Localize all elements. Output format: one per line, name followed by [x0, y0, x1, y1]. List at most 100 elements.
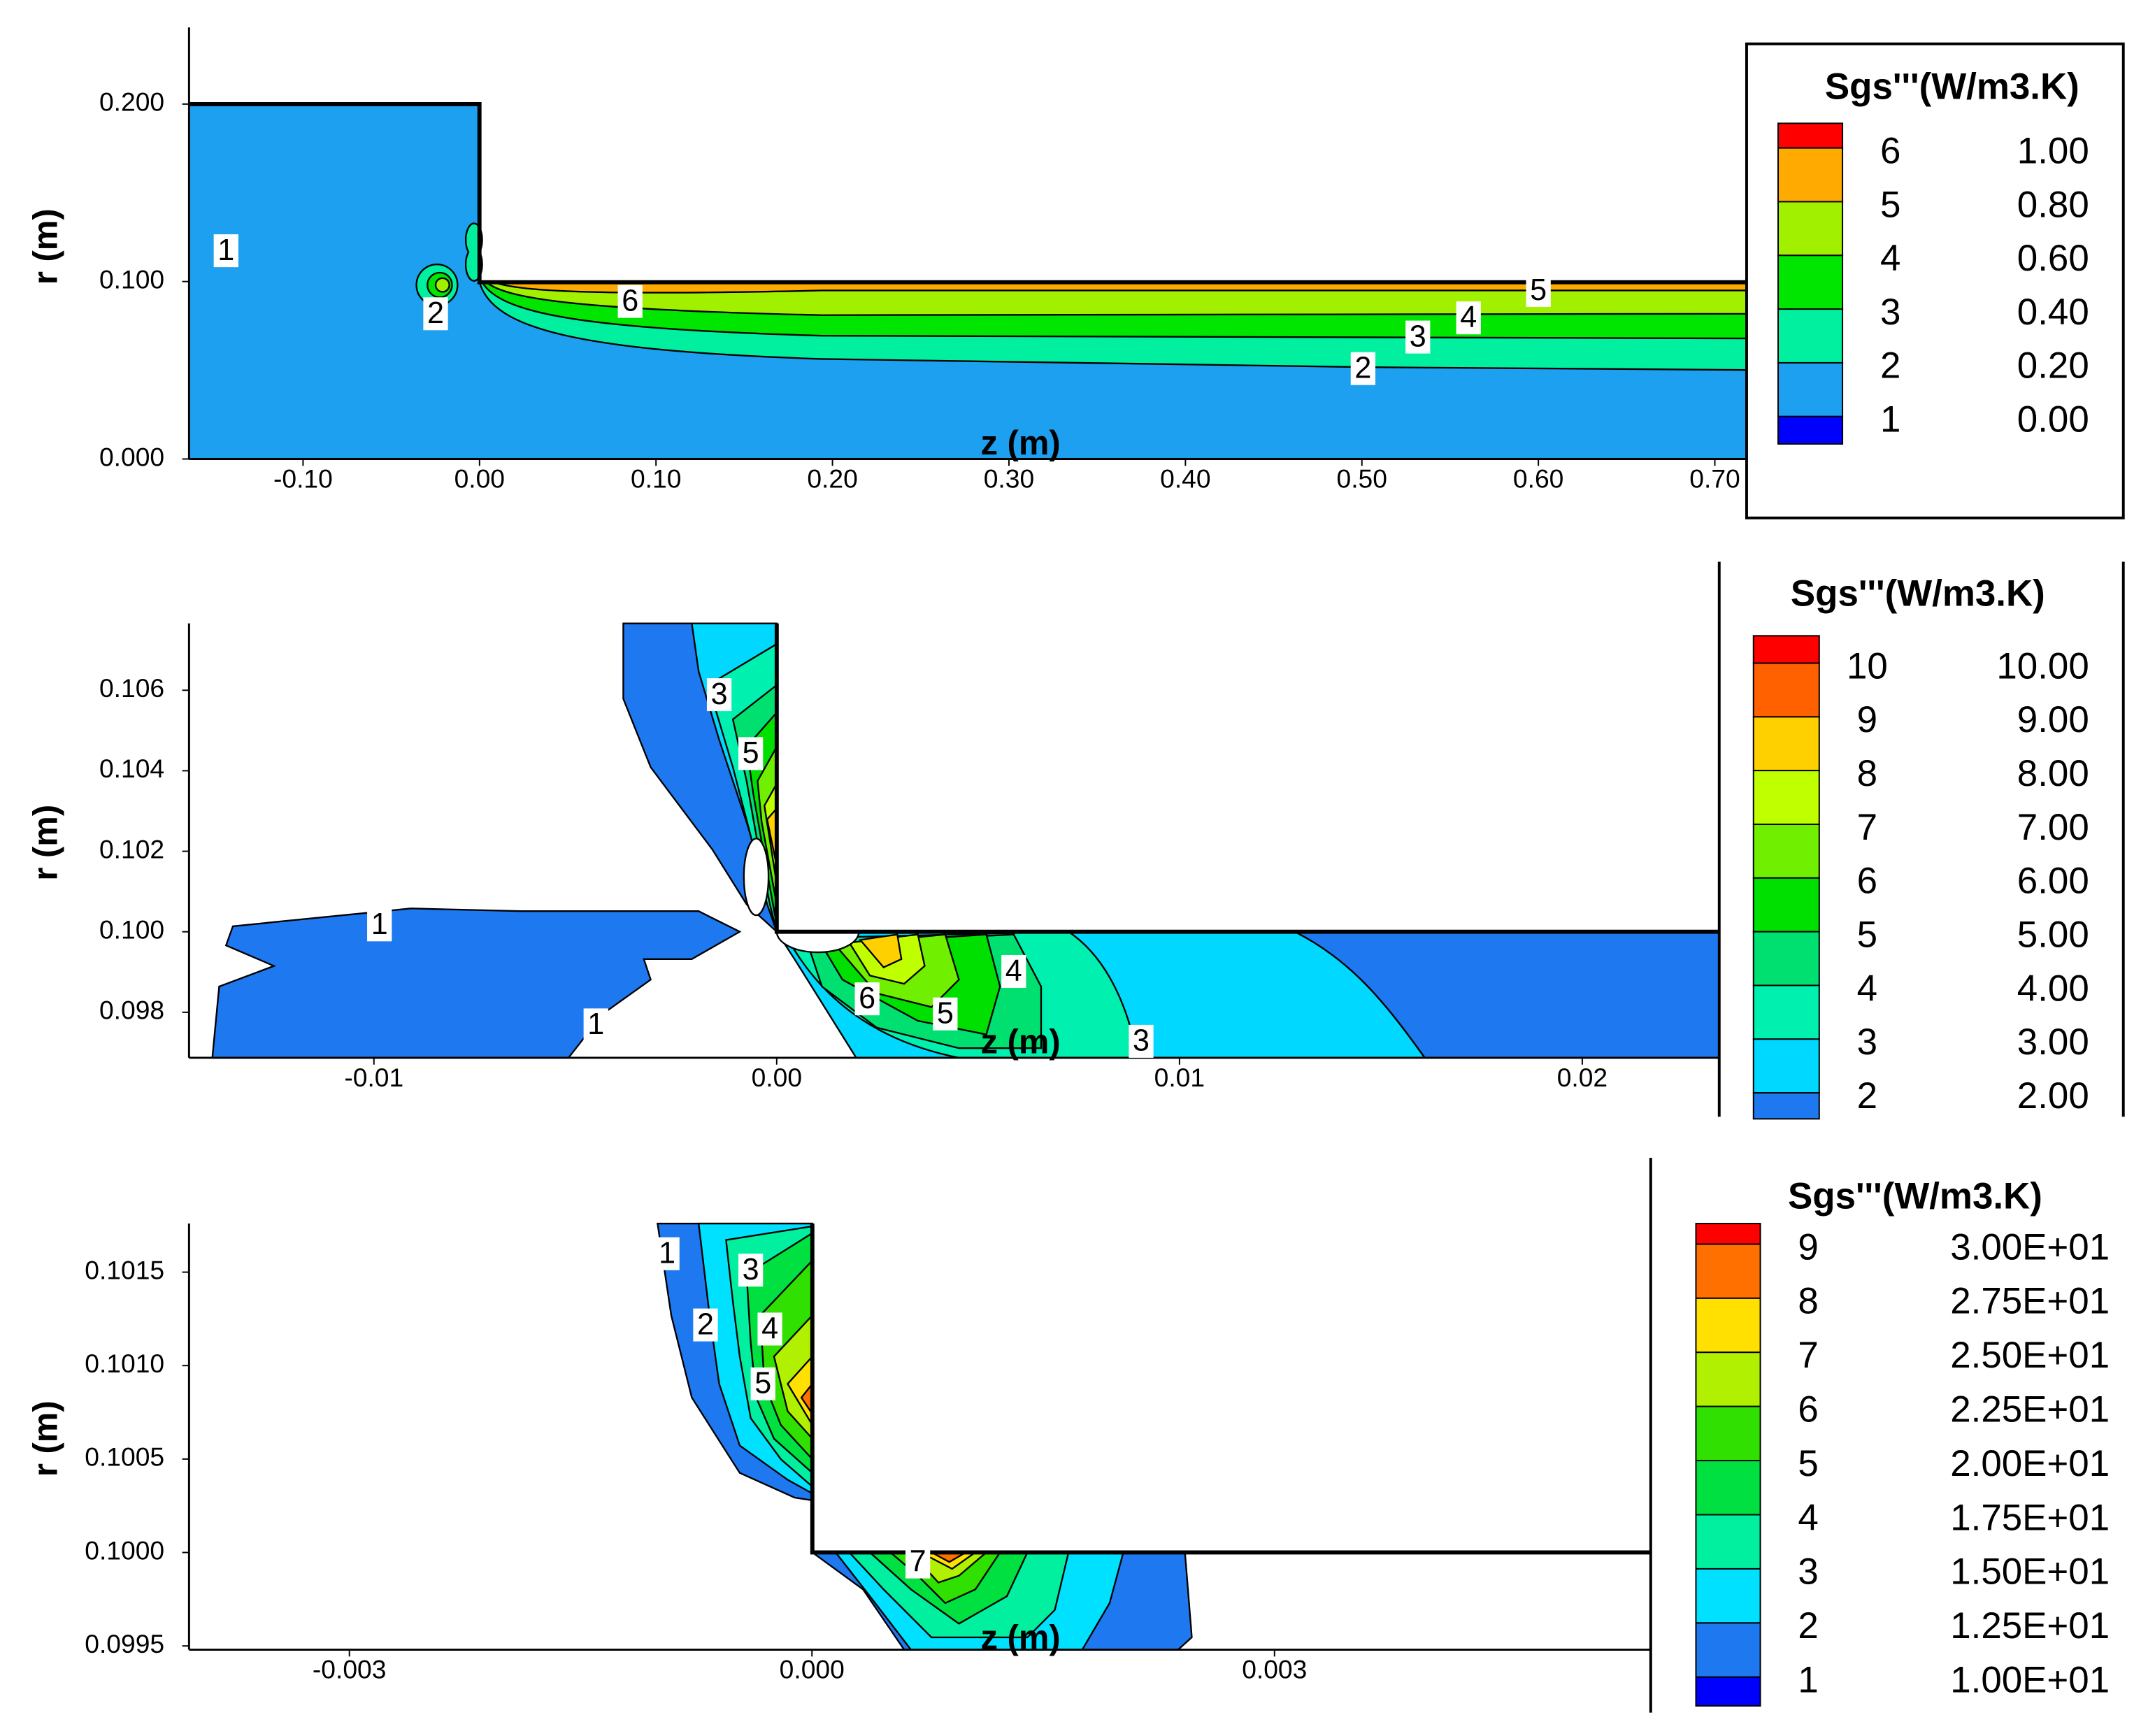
legend-value: 10.00: [1996, 645, 2089, 687]
contour-label: 2: [697, 1307, 714, 1341]
legend-value: 5.00: [2017, 914, 2089, 955]
legend-index: 6: [1880, 130, 1900, 171]
legend-value: 1.50E+01: [1950, 1551, 2110, 1593]
legend-index: 4: [1857, 968, 1877, 1009]
legend-swatch: [1777, 201, 1844, 257]
contour-label-box: [933, 997, 958, 1031]
legend-title: Sgs'''(W/m3.K): [1825, 66, 2079, 107]
contour-label-box: [706, 678, 732, 712]
legend-index: 5: [1880, 184, 1900, 225]
y-tick-label: 0.104: [99, 754, 164, 783]
y-tick-label: 0.106: [99, 673, 164, 703]
y-tick-label: 0.1005: [85, 1442, 164, 1472]
legend-swatch: [1695, 1568, 1761, 1624]
legend-title: Sgs'''(W/m3.K): [1791, 573, 2045, 614]
contour-label: 4: [1460, 301, 1477, 334]
x-axis-label: z (m): [980, 1619, 1060, 1657]
contour-gap: [743, 838, 770, 917]
legend-index: 5: [1798, 1443, 1818, 1484]
legend-index: 8: [1798, 1281, 1818, 1322]
x-tick-label: 0.20: [807, 464, 857, 494]
legend-swatch: [1752, 716, 1820, 772]
legend-index: 2: [1857, 1075, 1877, 1117]
contour-label: 4: [761, 1312, 778, 1345]
legend-swatch: [1695, 1676, 1761, 1707]
legend-swatch: [1695, 1405, 1761, 1462]
x-tick-label: 0.00: [454, 464, 505, 494]
contour-label-box: [1405, 320, 1431, 354]
legend-value: 0.80: [2017, 184, 2089, 225]
contour-label-box: [905, 1545, 931, 1579]
x-tick-label: -0.10: [273, 464, 333, 494]
contour-band: [492, 281, 1748, 294]
wall: [774, 623, 1719, 934]
legend-swatch: [1752, 1038, 1820, 1094]
y-tick-label: 0.100: [99, 265, 164, 294]
contour-label: 6: [859, 982, 875, 1015]
legend-swatch: [1752, 824, 1820, 879]
contour-label-box: [757, 1312, 782, 1346]
contour-label: 4: [1005, 954, 1022, 988]
legend-value: 1.75E+01: [1950, 1497, 2110, 1538]
contour-plot: -0.003 0.000 0.003 0.0995 0.1000 0.1005 0.1010…: [27, 1222, 1651, 1684]
legend-value: 2.75E+01: [1950, 1281, 2110, 1322]
x-axis-label: z (m): [980, 1023, 1060, 1061]
legend-swatch: [1752, 662, 1820, 718]
legend-swatch: [1752, 770, 1820, 825]
contour-label: 2: [1354, 352, 1371, 385]
legend-value: 9.00: [2017, 699, 2089, 740]
legend-value: 6.00: [2017, 861, 2089, 902]
contour-label-box: [750, 1367, 775, 1400]
legend-swatch: [1695, 1297, 1761, 1354]
wall: [189, 102, 1747, 285]
legend-swatch: [1752, 1092, 1820, 1120]
y-axis-label: r (m): [27, 208, 65, 285]
legend-swatch: [1777, 308, 1844, 364]
legend-value: 0.20: [2017, 345, 2089, 387]
legend-title: Sgs'''(W/m3.K): [1788, 1176, 2042, 1217]
legend-value: 8.00: [2017, 753, 2089, 794]
legend-index: 1: [1880, 399, 1900, 440]
contour-label: 3: [1410, 320, 1426, 353]
legend-value: 2.25E+01: [1950, 1389, 2110, 1430]
contour-label-box: [1350, 352, 1376, 385]
legend-index: 2: [1798, 1605, 1818, 1647]
contour-label-box: [423, 297, 448, 331]
contour-label: 5: [1530, 273, 1547, 307]
legend-value: 4.00: [2017, 968, 2089, 1009]
x-tick-label: -0.01: [344, 1063, 403, 1092]
x-tick-label: 0.01: [1154, 1063, 1205, 1092]
contour-label: 3: [1133, 1024, 1150, 1058]
y-tick-label: 0.1000: [85, 1535, 164, 1565]
contour-label-box: [738, 737, 764, 770]
legend-frame: [1745, 42, 2125, 519]
legend-value: 0.60: [2017, 238, 2089, 279]
legend: Sgs'''(W/m3.K) 10 10.00 9 9.00 8 8.00 7 7.00 6 6.0…: [1717, 561, 2125, 1120]
contour-band: [434, 277, 450, 293]
contour-band: [211, 908, 742, 1059]
x-tick-label: 0.40: [1160, 464, 1210, 494]
legend-swatch: [1752, 931, 1820, 987]
x-tick-label: 0.10: [631, 464, 681, 494]
legend-value: 0.40: [2017, 292, 2089, 333]
legend-swatch: [1777, 254, 1844, 310]
x-tick-label: 0.003: [1242, 1655, 1307, 1684]
y-tick-label: 0.1015: [85, 1255, 164, 1284]
wall: [810, 1224, 1651, 1555]
y-tick-label: 0.200: [99, 87, 164, 117]
contour-band: [859, 933, 903, 969]
contour-label-box: [738, 1254, 764, 1287]
x-tick-label: 0.30: [984, 464, 1034, 494]
x-tick-label: 0.70: [1689, 464, 1740, 494]
contour-label: 7: [910, 1544, 926, 1578]
contour-label-box: [1526, 273, 1551, 307]
legend-swatch: [1752, 635, 1820, 664]
legend-swatch: [1777, 147, 1844, 203]
legend-index: 6: [1798, 1389, 1818, 1430]
legend-index: 7: [1857, 807, 1877, 848]
legend-swatch: [1695, 1243, 1761, 1299]
legend-value: 3.00E+01: [1950, 1226, 2110, 1268]
y-tick-label: 0.098: [99, 996, 164, 1025]
